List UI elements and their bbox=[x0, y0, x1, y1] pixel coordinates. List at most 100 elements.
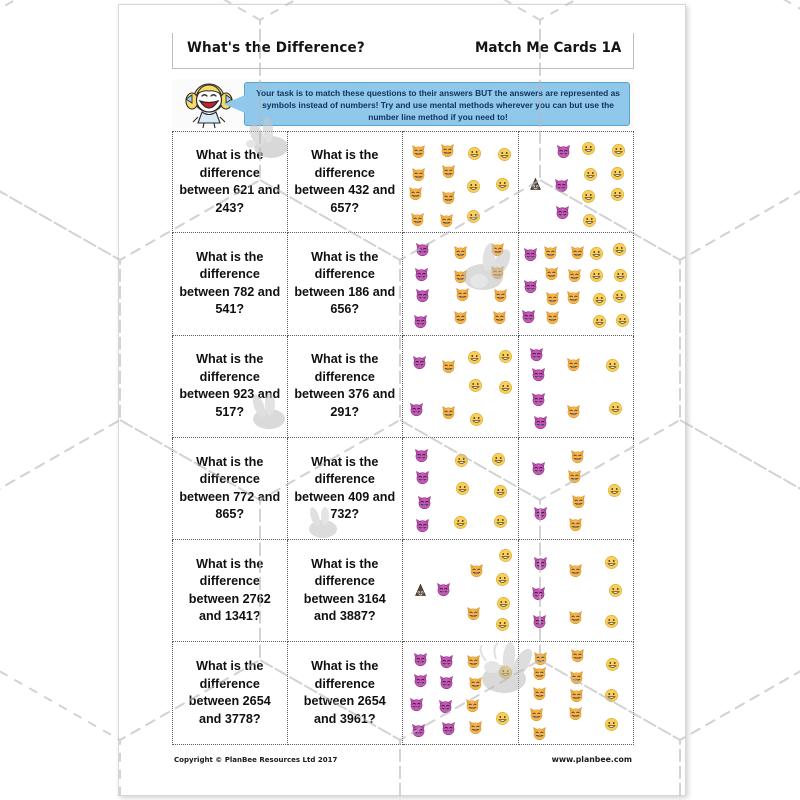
question-text: What is the difference between 376 and 2… bbox=[294, 352, 396, 419]
devil-face-icon bbox=[531, 586, 546, 601]
question-text: What is the difference between 2654 and … bbox=[303, 659, 386, 726]
question-text: What is the difference between 186 and 6… bbox=[294, 249, 396, 317]
cat-face-icon bbox=[465, 698, 480, 713]
answer-symbol-cluster bbox=[519, 438, 634, 539]
question-text: What is the difference between 409 and 7… bbox=[294, 454, 396, 522]
devil-face-icon bbox=[555, 205, 570, 220]
devil-face-icon bbox=[409, 402, 424, 417]
question-card[interactable]: What is the difference between 772 and 8… bbox=[172, 437, 288, 541]
cat-face-icon bbox=[571, 494, 586, 509]
cat-face-icon bbox=[408, 186, 423, 201]
answer-card[interactable] bbox=[403, 437, 519, 541]
devil-face-icon bbox=[531, 461, 546, 476]
instruction-banner: Your task is to match these questions to… bbox=[172, 79, 634, 129]
cat-face-icon bbox=[566, 404, 581, 419]
cat-face-icon bbox=[441, 190, 456, 205]
smiley-face-icon bbox=[611, 143, 626, 158]
smiley-face-icon bbox=[469, 412, 484, 427]
question-card[interactable]: What is the difference between 409 and 7… bbox=[287, 437, 403, 541]
cat-face-icon bbox=[441, 164, 456, 179]
smiley-face-icon bbox=[612, 242, 627, 257]
poop-icon bbox=[528, 177, 543, 192]
page-subtitle: Match Me Cards 1A bbox=[474, 40, 621, 56]
devil-face-icon bbox=[533, 556, 548, 571]
devil-face-icon bbox=[439, 654, 454, 669]
cat-face-icon bbox=[439, 213, 454, 228]
question-text: What is the difference between 782 and 5… bbox=[179, 249, 281, 317]
smiley-face-icon bbox=[604, 717, 619, 732]
question-card[interactable]: What is the difference between 782 and 5… bbox=[172, 233, 288, 336]
cat-face-icon bbox=[490, 242, 505, 257]
smiley-face-icon bbox=[605, 657, 620, 672]
cat-face-icon bbox=[468, 720, 483, 735]
question-card[interactable]: What is the difference between 2762 and … bbox=[172, 540, 288, 643]
answer-symbol-cluster bbox=[519, 336, 634, 437]
answer-card[interactable] bbox=[518, 540, 634, 643]
cat-face-icon bbox=[570, 449, 585, 464]
question-card[interactable]: What is the difference between 432 and 6… bbox=[287, 131, 403, 234]
smiley-face-icon bbox=[583, 167, 598, 182]
question-card[interactable]: What is the difference between 186 and 6… bbox=[287, 233, 403, 336]
answer-card[interactable] bbox=[403, 540, 519, 643]
cat-face-icon bbox=[411, 144, 426, 159]
cat-face-icon bbox=[490, 265, 505, 280]
speech-bubble-tail bbox=[224, 95, 245, 113]
cat-face-icon bbox=[566, 357, 581, 372]
devil-face-icon bbox=[532, 614, 547, 629]
cat-face-icon bbox=[569, 688, 584, 703]
devil-face-icon bbox=[415, 242, 430, 257]
answer-card[interactable] bbox=[403, 131, 519, 234]
smiley-face-icon bbox=[582, 213, 597, 228]
cat-face-icon bbox=[453, 245, 468, 260]
smiley-face-icon bbox=[592, 292, 607, 307]
devil-face-icon bbox=[531, 367, 546, 382]
answer-card[interactable] bbox=[403, 642, 519, 745]
answer-card[interactable] bbox=[403, 335, 519, 438]
answer-card[interactable] bbox=[403, 233, 519, 336]
smiley-face-icon bbox=[467, 146, 482, 161]
smiley-face-icon bbox=[468, 378, 483, 393]
answer-card[interactable] bbox=[518, 335, 634, 438]
question-card[interactable]: What is the difference between 3164 and … bbox=[287, 540, 403, 643]
devil-face-icon bbox=[533, 506, 548, 521]
answer-symbol-cluster bbox=[403, 642, 518, 743]
devil-face-icon bbox=[413, 314, 428, 329]
cat-face-icon bbox=[493, 288, 508, 303]
devil-face-icon bbox=[531, 392, 546, 407]
smiley-face-icon bbox=[608, 401, 623, 416]
cat-face-icon bbox=[567, 469, 582, 484]
match-me-card-grid: What is the difference between 621 and 2… bbox=[172, 131, 634, 745]
worksheet-header: What's the Difference? Match Me Cards 1A bbox=[172, 33, 634, 69]
cat-face-icon bbox=[570, 648, 585, 663]
speech-bubble: Your task is to match these questions to… bbox=[244, 82, 630, 126]
smiley-face-icon bbox=[467, 350, 482, 365]
question-card[interactable]: What is the difference between 2654 and … bbox=[172, 642, 288, 745]
devil-face-icon bbox=[529, 347, 544, 362]
answer-card[interactable] bbox=[518, 233, 634, 336]
devil-face-icon bbox=[415, 288, 430, 303]
answer-card[interactable] bbox=[518, 131, 634, 234]
answer-card[interactable] bbox=[518, 642, 634, 745]
smiley-face-icon bbox=[453, 515, 468, 530]
smiley-face-icon bbox=[589, 268, 604, 283]
cat-face-icon bbox=[410, 212, 425, 227]
cat-face-icon bbox=[568, 706, 583, 721]
answer-symbol-cluster bbox=[403, 132, 518, 232]
worksheet-page: What's the Difference? Match Me Cards 1A bbox=[118, 4, 686, 796]
smiley-face-icon bbox=[610, 166, 625, 181]
devil-face-icon bbox=[415, 470, 430, 485]
answer-card[interactable] bbox=[518, 437, 634, 541]
cat-face-icon bbox=[529, 707, 544, 722]
smiley-face-icon bbox=[495, 711, 510, 726]
cat-face-icon bbox=[568, 610, 583, 625]
question-text: What is the difference between 3164 and … bbox=[303, 556, 386, 624]
question-text: What is the difference between 2762 and … bbox=[188, 556, 271, 624]
answer-symbol-cluster bbox=[519, 540, 634, 641]
cat-face-icon bbox=[543, 245, 558, 260]
question-card[interactable]: What is the difference between 2654 and … bbox=[287, 642, 403, 745]
question-card[interactable]: What is the difference between 621 and 2… bbox=[172, 131, 288, 234]
question-card[interactable]: What is the difference between 923 and 5… bbox=[172, 335, 288, 438]
smiley-face-icon bbox=[581, 141, 596, 156]
devil-face-icon bbox=[441, 721, 456, 736]
question-card[interactable]: What is the difference between 376 and 2… bbox=[287, 335, 403, 438]
